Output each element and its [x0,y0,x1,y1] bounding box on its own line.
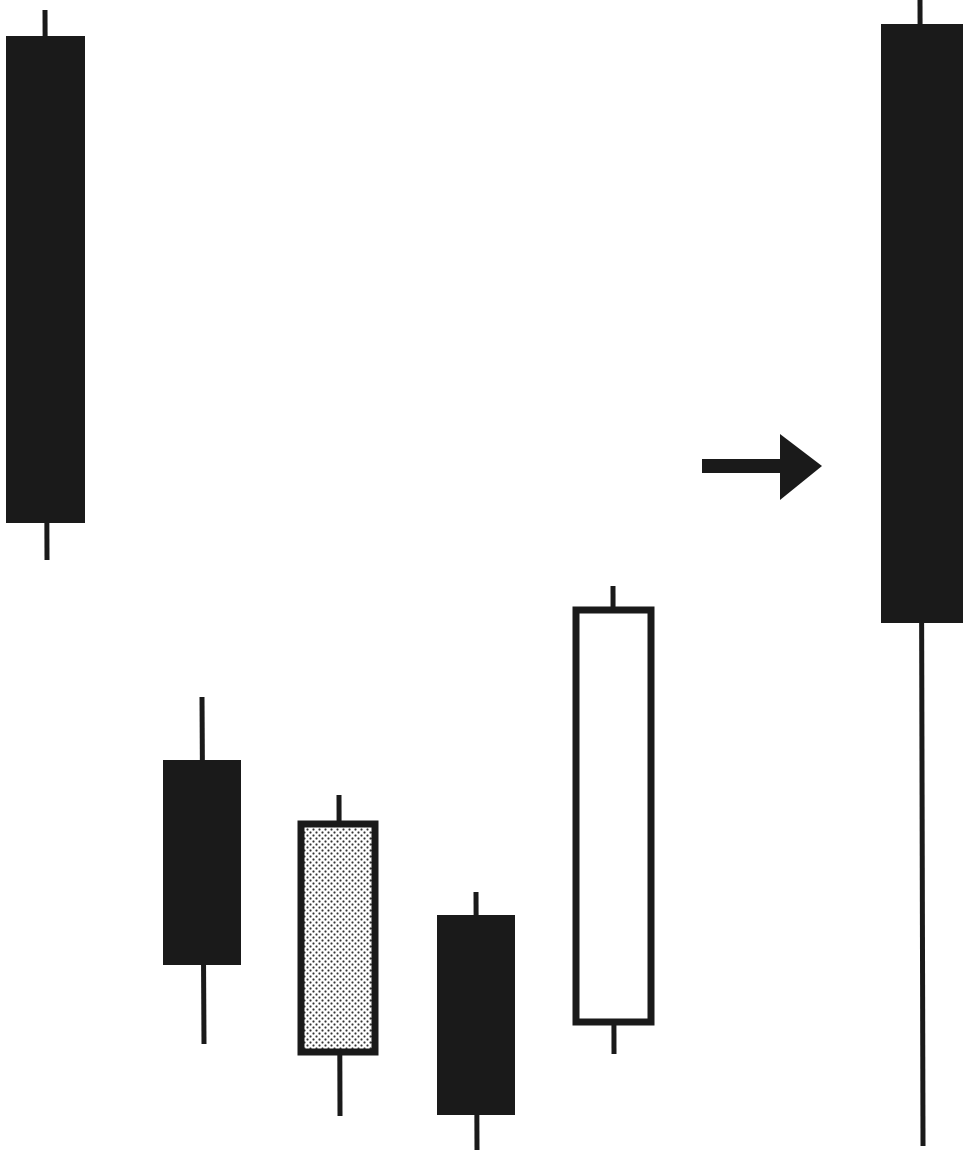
candle-5 [572,585,655,1055]
candle-3 [297,794,379,1117]
candle-1-body [6,36,85,523]
candle-4 [437,891,515,1151]
result-candle-body [881,24,963,623]
candle-5-body [572,606,655,1026]
candle-3-body [297,820,379,1056]
candle-1 [6,9,85,561]
candle-2-body [163,760,241,965]
candle-4-body [437,915,515,1115]
candle-2 [163,696,241,1045]
result-candle [881,0,963,1147]
right-arrow-icon [702,434,822,500]
